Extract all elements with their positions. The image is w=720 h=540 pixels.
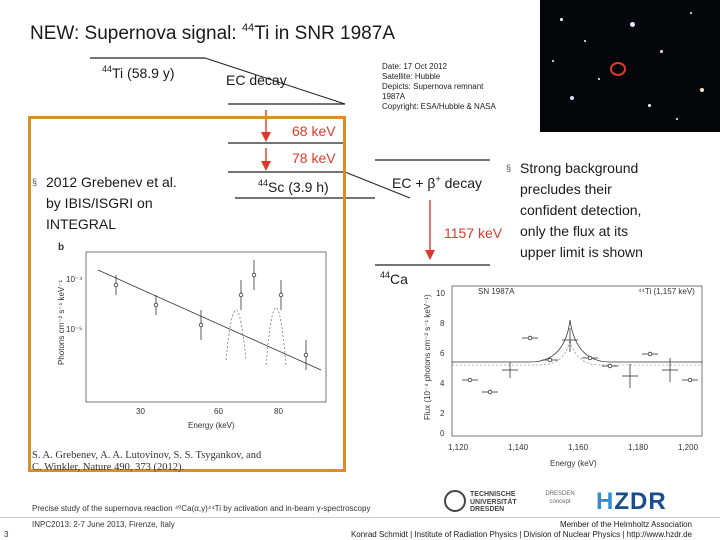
sc44-label: 44Sc (3.9 h) xyxy=(258,178,329,195)
ytick-lo: 10⁻⁵ xyxy=(66,325,82,334)
xtick: 1,180 xyxy=(628,443,649,452)
footer-conference: INPC2013: 2-7 June 2013, Firenze, Italy xyxy=(32,520,175,529)
integral-result-frame xyxy=(28,116,346,472)
ytick: 10 xyxy=(436,289,445,298)
left-plot-xlabel: Energy (keV) xyxy=(188,421,235,430)
ca44-label: 44Ca xyxy=(380,270,408,287)
ytick: 4 xyxy=(440,379,445,388)
tud-seal-icon xyxy=(444,490,466,512)
bullet-background: § Strong background precludes their conf… xyxy=(506,160,643,260)
panel-letter: b xyxy=(58,242,64,253)
ytick: 8 xyxy=(440,319,445,328)
dresden-concept-logo: DRESDEN concept xyxy=(545,491,575,505)
ytick-hi: 10⁻⁴ xyxy=(66,275,83,284)
bullet-integral: § 2012 Grebenev et al. by IBIS/ISGRI on … xyxy=(32,174,177,232)
right-plot-xlabel: Energy (keV) xyxy=(550,459,597,468)
left-plot-ylabel: Photons cm⁻² s⁻¹ keV⁻¹ xyxy=(57,280,66,365)
xtick: 60 xyxy=(214,407,223,416)
energy-68kev: 68 keV xyxy=(292,123,336,139)
ec-decay-label: EC decay xyxy=(226,72,287,88)
footer-member: Member of the Helmholtz Association xyxy=(559,520,692,529)
footer-study-title: Precise study of the supernova reaction … xyxy=(32,504,371,513)
bullet-mark: § xyxy=(32,177,38,187)
footer-bar xyxy=(0,517,720,540)
ti44-label: 44Ti (58.9 y) xyxy=(102,64,175,81)
bullet-mark: § xyxy=(506,163,512,173)
xtick: 30 xyxy=(136,407,145,416)
xtick: 80 xyxy=(274,407,283,416)
page-number: 3 xyxy=(4,530,9,539)
integral-spectrum-plot: b 10⁻⁴ 10⁻⁵ Photons cm⁻² s⁻¹ keV⁻¹ 30 60… xyxy=(57,242,327,430)
xtick: 1,160 xyxy=(568,443,589,452)
xtick: 1,140 xyxy=(508,443,529,452)
photo-caption: Date: 17 Oct 2012 Satellite: Hubble Depi… xyxy=(382,62,496,111)
footer-institute: Konrad Schmidt | Institute of Radiation … xyxy=(350,530,692,539)
ytick: 0 xyxy=(440,429,445,438)
xtick: 1,120 xyxy=(448,443,469,452)
energy-78kev: 78 keV xyxy=(292,150,336,166)
right-plot-ylabel: Flux (10⁻⁴ photons cm⁻² s⁻¹ keV⁻¹) xyxy=(423,294,432,420)
ytick: 6 xyxy=(440,349,445,358)
tu-dresden-logo: TECHNISCHE UNIVERSITÄT DRESDEN xyxy=(444,488,532,516)
slide-title: NEW: Supernova signal: 44Ti in SNR 1987A xyxy=(30,22,395,44)
xtick: 1,200 xyxy=(678,443,699,452)
hzdr-logo: HZDR xyxy=(596,488,667,515)
ytick: 2 xyxy=(440,409,445,418)
snr-ring xyxy=(610,62,626,76)
hubble-image xyxy=(540,0,720,132)
energy-1157kev: 1157 keV xyxy=(444,225,503,241)
plot-tag-sn1987a: SN 1987A xyxy=(478,287,515,296)
ec-beta-decay-label: EC + β+ decay xyxy=(392,174,482,191)
citation: S. A. Grebenev, A. A. Lutovinov, S. S. T… xyxy=(32,450,262,473)
plot-tag-ti44: ⁴⁴Ti (1,157 keV) xyxy=(638,287,695,296)
sn1987a-flux-plot: SN 1987A ⁴⁴Ti (1,157 keV) 10 8 6 4 2 0 F… xyxy=(423,285,703,468)
